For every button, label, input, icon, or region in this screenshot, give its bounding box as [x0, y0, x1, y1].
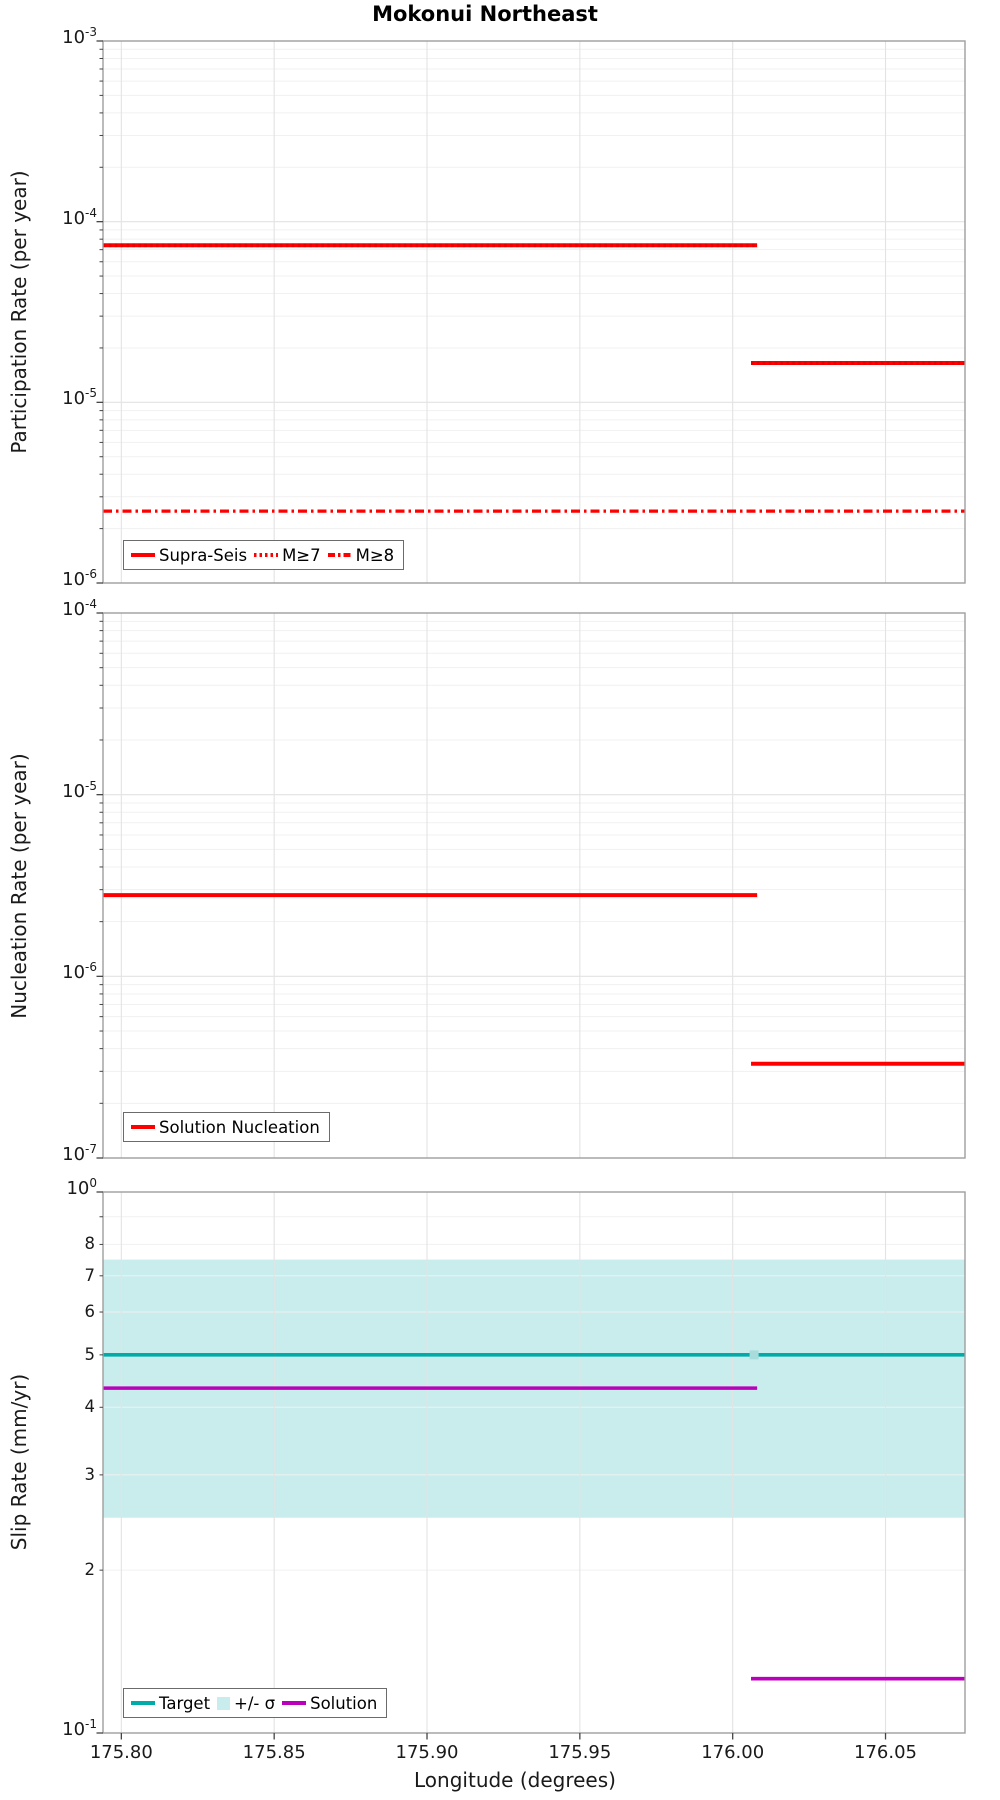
grid-nucleation [103, 613, 965, 1158]
legend-participation: Supra-Seis M≥7 M≥8 [123, 540, 405, 570]
y-minor-tick-label: 5 [84, 1344, 96, 1364]
y-tick-label: 10-6 [62, 567, 97, 590]
y-minor-tick-label: 3 [84, 1464, 96, 1484]
legend-swatch-solid-magenta-icon [282, 1701, 307, 1705]
legend-item-target: Target [131, 1694, 210, 1713]
y-minor-tick-label: 6 [84, 1302, 96, 1322]
legend-swatch-patch-cyan-icon [217, 1696, 231, 1710]
legend-nucleation: Solution Nucleation [123, 1112, 330, 1142]
legend-swatch-solid-red-icon [131, 553, 155, 557]
y-tick-label: 10-1 [62, 1717, 97, 1740]
x-tick-label: 176.05 [854, 1742, 917, 1763]
panel-nucleation [96, 612, 966, 1159]
y-tick-label: 10-5 [62, 778, 97, 802]
legend-swatch-dashdot-red-icon [327, 553, 352, 557]
x-axis-label: Longitude (degrees) [414, 1768, 616, 1792]
legend-label: Target [159, 1693, 211, 1713]
y-tick-label: 10-4 [62, 597, 97, 620]
y-tick-label: 10-6 [62, 960, 97, 984]
legend-swatch-dotted-red-icon [254, 553, 279, 557]
legend-item-supra-seis: Supra-Seis [131, 546, 247, 565]
y-minor-tick-label: 2 [84, 1560, 96, 1580]
y-tick-label: 10-7 [62, 1142, 97, 1165]
panel-border [102, 40, 966, 584]
y-tick-label: 100 [66, 1176, 97, 1199]
panel-border [102, 1191, 966, 1734]
y-tick-label: 10-3 [62, 25, 97, 48]
x-tick-label: 175.80 [89, 1742, 153, 1763]
legend-label: +/- σ [234, 1693, 276, 1713]
grid-slip-rate [103, 1192, 965, 1733]
y-tick-label: 10-5 [62, 386, 97, 410]
x-tick-label: 175.90 [395, 1742, 459, 1763]
legend-item-m-7: M≥7 [254, 546, 321, 565]
x-tick-label: 175.85 [242, 1742, 306, 1763]
legend-slip-rate: Target +/- σ Solution [123, 1688, 388, 1718]
series-nucleation [103, 893, 965, 1066]
panel-participation [96, 40, 966, 584]
legend-item-solution: Solution [282, 1694, 377, 1713]
chart-title: Mokonui Northeast [372, 2, 598, 26]
y-minor-tick-label: 8 [84, 1234, 96, 1254]
series-slip-rate [103, 1350, 965, 1681]
legend-item-solution-nucleation: Solution Nucleation [131, 1118, 320, 1137]
y-tick-label: 10-4 [62, 205, 97, 229]
band-marker [749, 1350, 759, 1360]
legend-item-m-8: M≥8 [327, 545, 395, 565]
legend-label: M≥8 [355, 545, 395, 565]
y-minor-tick-label: 7 [84, 1265, 96, 1285]
panel-slip-rate [96, 1191, 966, 1740]
panel-border [102, 612, 966, 1159]
legend-label: Solution Nucleation [159, 1117, 320, 1137]
grid-participation [103, 41, 965, 583]
legend-item-x: +/- σ [217, 1694, 275, 1713]
legend-label: Solution [310, 1693, 378, 1713]
legend-label: M≥7 [282, 545, 321, 565]
legend-swatch-solid-red-icon [131, 1125, 155, 1129]
series-participation [103, 243, 965, 513]
y-minor-tick-label: 4 [84, 1397, 96, 1417]
legend-swatch-solid-teal-icon [131, 1701, 155, 1705]
x-tick-label: 176.00 [701, 1742, 765, 1763]
y-axis-label-slip-rate: Slip Rate (mm/yr) [7, 1373, 31, 1551]
legend-label: Supra-Seis [159, 545, 248, 565]
x-tick-label: 175.95 [548, 1742, 612, 1763]
